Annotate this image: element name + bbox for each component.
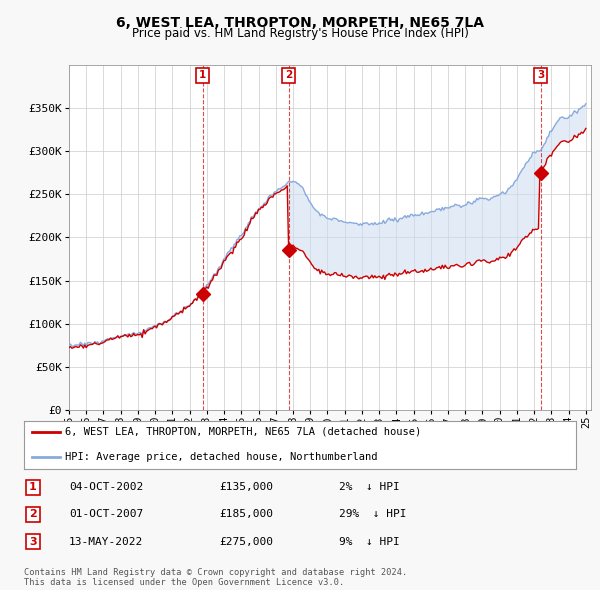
- Text: 13-MAY-2022: 13-MAY-2022: [69, 537, 143, 546]
- Text: £185,000: £185,000: [219, 510, 273, 519]
- Text: Contains HM Land Registry data © Crown copyright and database right 2024.
This d: Contains HM Land Registry data © Crown c…: [24, 568, 407, 587]
- Text: 1: 1: [199, 70, 206, 80]
- Text: 2: 2: [29, 510, 37, 519]
- Text: 3: 3: [537, 70, 544, 80]
- Text: £275,000: £275,000: [219, 537, 273, 546]
- Text: 6, WEST LEA, THROPTON, MORPETH, NE65 7LA (detached house): 6, WEST LEA, THROPTON, MORPETH, NE65 7LA…: [65, 427, 422, 437]
- Text: £135,000: £135,000: [219, 483, 273, 492]
- Text: 3: 3: [29, 537, 37, 546]
- Text: 01-OCT-2007: 01-OCT-2007: [69, 510, 143, 519]
- Text: 6, WEST LEA, THROPTON, MORPETH, NE65 7LA: 6, WEST LEA, THROPTON, MORPETH, NE65 7LA: [116, 16, 484, 30]
- Text: 9%  ↓ HPI: 9% ↓ HPI: [339, 537, 400, 546]
- Text: 1: 1: [29, 483, 37, 492]
- Text: 2%  ↓ HPI: 2% ↓ HPI: [339, 483, 400, 492]
- Text: Price paid vs. HM Land Registry's House Price Index (HPI): Price paid vs. HM Land Registry's House …: [131, 27, 469, 40]
- Text: 04-OCT-2002: 04-OCT-2002: [69, 483, 143, 492]
- Text: HPI: Average price, detached house, Northumberland: HPI: Average price, detached house, Nort…: [65, 452, 378, 462]
- Text: 2: 2: [285, 70, 292, 80]
- Text: 29%  ↓ HPI: 29% ↓ HPI: [339, 510, 407, 519]
